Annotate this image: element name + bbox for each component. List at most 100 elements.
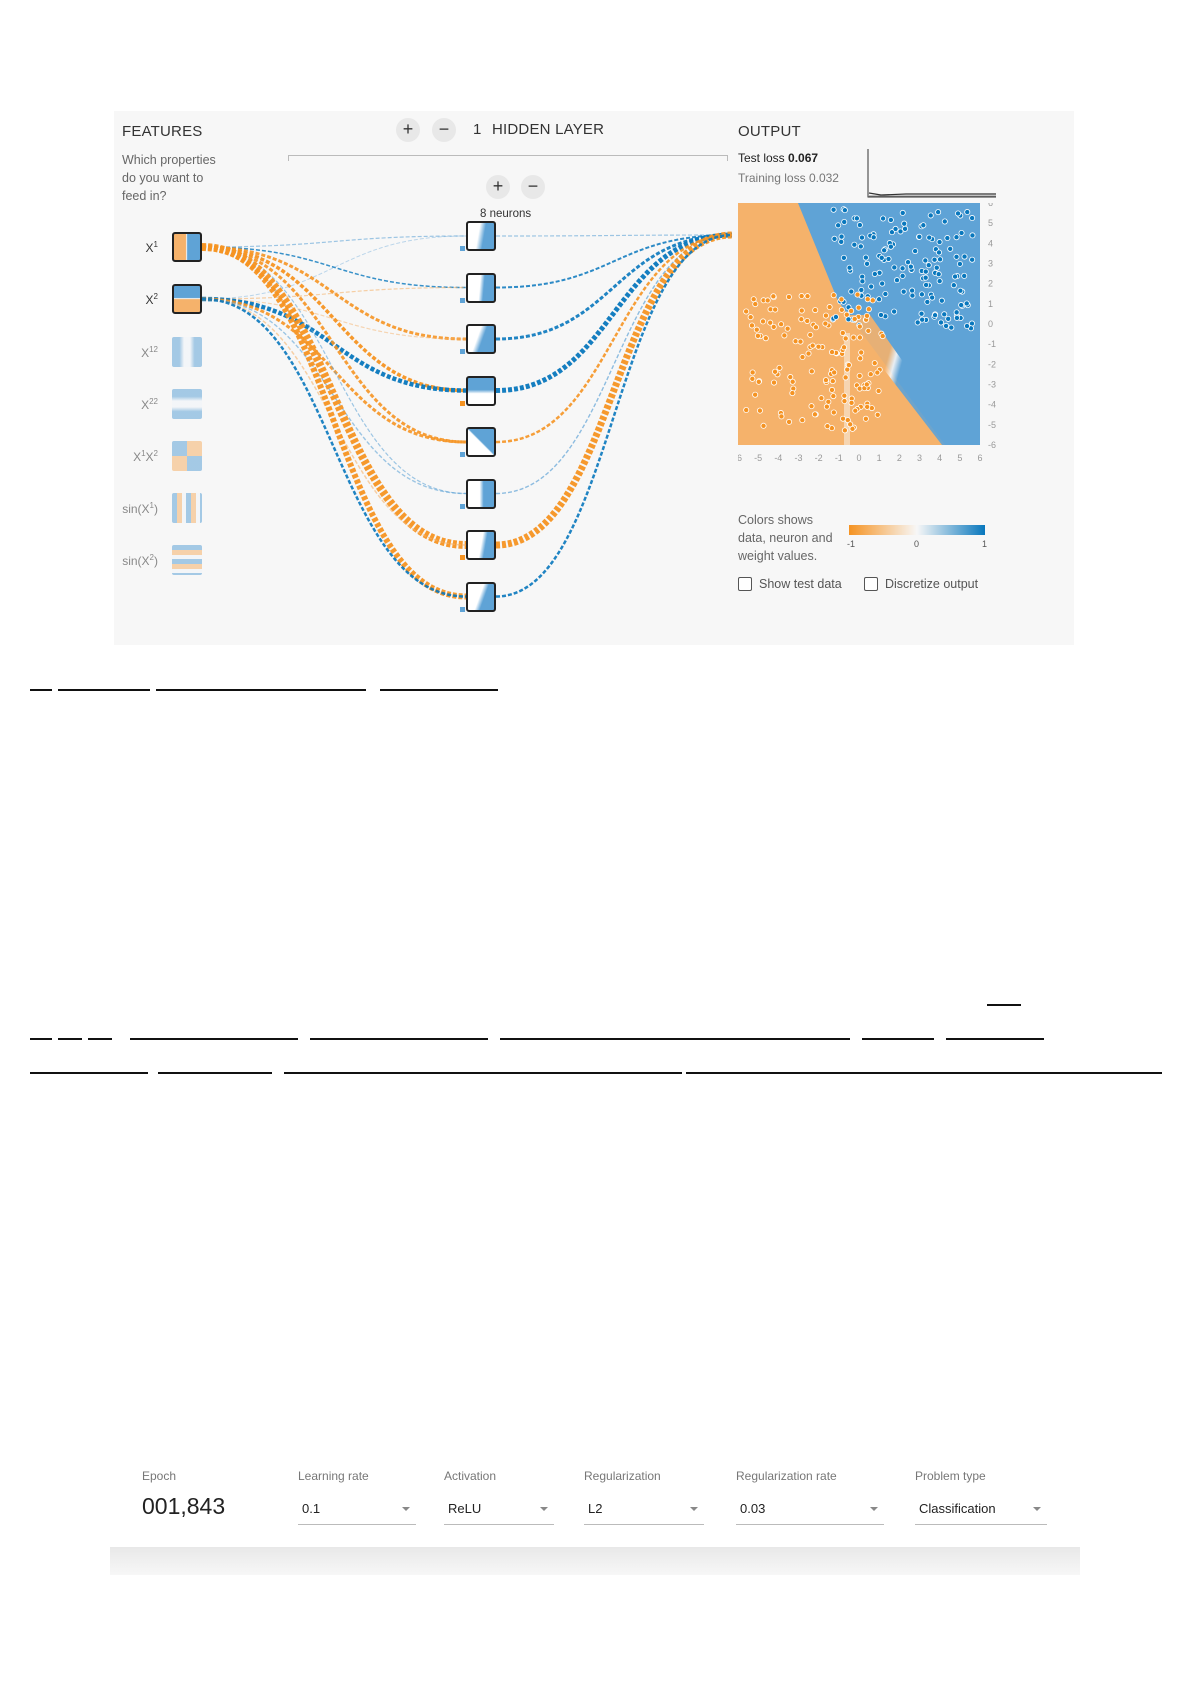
x2-feature-icon[interactable] xyxy=(172,284,202,314)
weight-link[interactable] xyxy=(201,298,467,340)
remove-layer-button[interactable]: − xyxy=(432,118,456,142)
data-point-orange xyxy=(831,369,838,376)
weight-link[interactable] xyxy=(495,234,733,289)
x1x2-feature-icon[interactable] xyxy=(172,441,202,471)
activation-select[interactable]: ReLU xyxy=(444,1497,554,1525)
data-point-orange xyxy=(824,423,831,430)
data-point-blue xyxy=(922,257,929,264)
data-point-blue xyxy=(920,222,927,229)
controls-shadow xyxy=(110,1547,1080,1575)
weight-link[interactable] xyxy=(201,244,467,600)
add-layer-button[interactable]: + xyxy=(396,118,420,142)
regularization-select[interactable]: L2 xyxy=(584,1497,704,1525)
regularization-rate-select[interactable]: 0.03 xyxy=(736,1497,884,1525)
data-point-blue xyxy=(885,255,892,262)
weight-link[interactable] xyxy=(201,246,467,289)
hidden-neuron[interactable] xyxy=(466,375,496,406)
neuron-bias[interactable] xyxy=(460,349,465,354)
neuron-bias[interactable] xyxy=(460,503,465,509)
y-axis-tick: -3 xyxy=(988,380,996,390)
weight-link[interactable] xyxy=(495,234,733,237)
remove-neuron-button[interactable]: − xyxy=(521,175,545,199)
sin-x2-feature-icon[interactable] xyxy=(172,545,202,575)
data-point-orange xyxy=(778,321,785,328)
weight-link[interactable] xyxy=(201,245,467,341)
x2-squared-feature-icon[interactable] xyxy=(172,389,202,419)
weight-link[interactable] xyxy=(201,245,467,444)
x1-feature-icon[interactable] xyxy=(172,232,202,262)
data-point-orange xyxy=(798,307,805,314)
weight-link[interactable] xyxy=(201,246,467,495)
hidden-neuron[interactable] xyxy=(466,221,496,251)
data-point-orange xyxy=(781,332,788,339)
data-point-blue xyxy=(868,283,875,290)
discretize-output-checkbox[interactable] xyxy=(864,577,878,591)
data-point-blue xyxy=(859,278,866,285)
x-axis-tick: 0 xyxy=(856,453,861,463)
data-point-blue xyxy=(900,288,907,295)
data-point-orange xyxy=(841,427,848,434)
data-point-orange xyxy=(843,311,850,318)
data-point-orange xyxy=(807,331,814,338)
neuron-bias[interactable] xyxy=(460,555,465,560)
data-point-blue xyxy=(887,243,894,250)
data-point-blue xyxy=(936,249,943,256)
data-point-orange xyxy=(839,329,846,336)
data-point-blue xyxy=(914,319,921,326)
neuron-bias[interactable] xyxy=(460,452,465,457)
neuron-bias[interactable] xyxy=(460,297,465,303)
data-point-blue xyxy=(969,215,976,222)
learning-rate-select[interactable]: 0.1 xyxy=(298,1497,416,1525)
hidden-neuron[interactable] xyxy=(466,478,496,509)
data-point-orange xyxy=(830,292,837,299)
data-point-blue xyxy=(832,314,839,321)
add-neuron-button[interactable]: + xyxy=(486,175,510,199)
hidden-neuron[interactable] xyxy=(466,272,496,303)
underline-rule xyxy=(30,689,52,691)
weight-link[interactable] xyxy=(201,297,467,598)
data-point-blue xyxy=(943,322,950,329)
hidden-neuron[interactable] xyxy=(466,324,496,354)
sin-x1-feature-icon[interactable] xyxy=(172,493,202,523)
problem-type-select[interactable]: Classification xyxy=(915,1497,1047,1525)
weight-link[interactable] xyxy=(495,231,733,549)
data-point-blue xyxy=(935,271,942,278)
x-axis-tick: 3 xyxy=(917,453,922,463)
weight-link[interactable] xyxy=(495,234,733,495)
hidden-neuron[interactable] xyxy=(466,530,496,560)
data-point-blue xyxy=(958,229,965,236)
features-heading: FEATURES xyxy=(122,123,203,140)
data-point-orange xyxy=(851,315,858,322)
feature-label-sin-x1: sin(X1) xyxy=(122,501,158,516)
neuron-bias[interactable] xyxy=(460,606,465,612)
weight-link[interactable] xyxy=(201,286,467,300)
data-point-blue xyxy=(838,233,845,240)
data-point-orange xyxy=(854,291,861,298)
weight-link[interactable] xyxy=(201,235,467,248)
weight-link[interactable] xyxy=(201,235,467,300)
hidden-neuron[interactable] xyxy=(466,581,496,612)
show-test-data-checkbox[interactable] xyxy=(738,577,752,591)
show-test-data-toggle[interactable]: Show test data xyxy=(738,577,842,591)
data-point-orange xyxy=(752,301,759,308)
data-point-orange xyxy=(858,349,865,356)
neuron-bias[interactable] xyxy=(460,400,465,406)
discretize-output-toggle[interactable]: Discretize output xyxy=(864,577,978,591)
data-point-blue xyxy=(944,235,951,242)
weight-link[interactable] xyxy=(495,233,733,444)
weight-link[interactable] xyxy=(495,233,733,341)
weight-link[interactable] xyxy=(495,233,733,598)
hidden-neuron[interactable] xyxy=(466,427,496,457)
neurons-count-label: 8 neurons xyxy=(480,208,532,220)
weight-link[interactable] xyxy=(201,298,467,546)
data-point-orange xyxy=(845,362,852,369)
data-point-orange xyxy=(848,399,855,406)
x1-squared-feature-icon[interactable] xyxy=(172,337,202,367)
y-axis-tick: -4 xyxy=(988,400,996,410)
weight-link[interactable] xyxy=(201,296,467,393)
weight-link[interactable] xyxy=(495,232,733,393)
data-point-blue xyxy=(830,206,837,213)
neuron-bias[interactable] xyxy=(460,246,465,251)
data-point-orange xyxy=(747,314,754,321)
data-point-blue xyxy=(901,220,908,227)
